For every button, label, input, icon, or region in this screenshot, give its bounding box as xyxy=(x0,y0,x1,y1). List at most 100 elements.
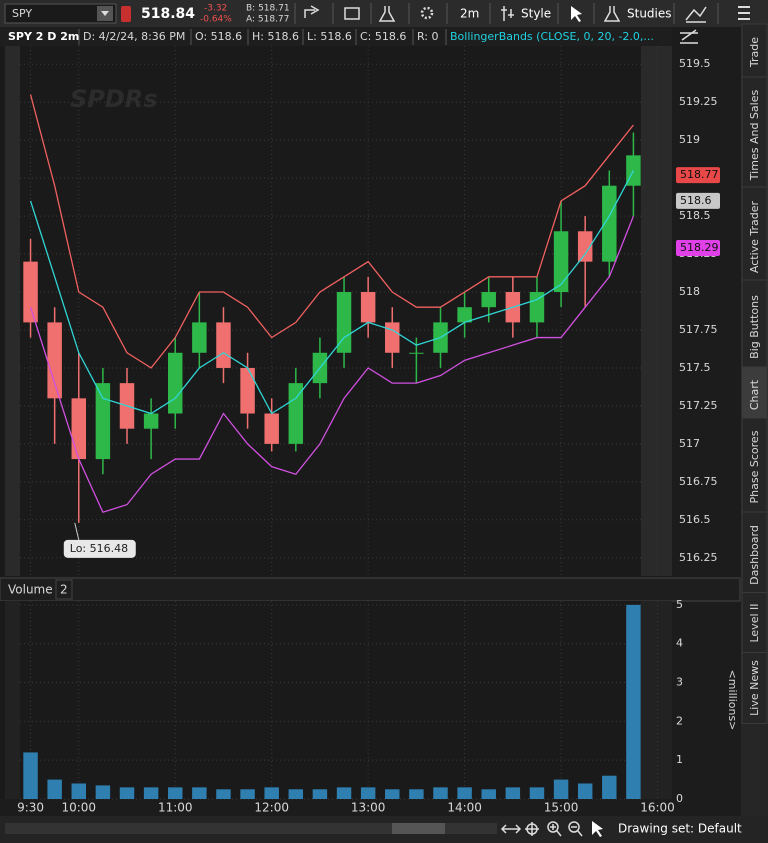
y-tick-label: 5 xyxy=(676,598,683,611)
y-tick-label: 1 xyxy=(676,753,683,766)
zoom-tools xyxy=(500,821,583,837)
volume-afterhours-shade xyxy=(641,601,672,799)
volume-bar xyxy=(143,787,159,799)
candle-body xyxy=(47,322,62,399)
side-tab-label: Times And Sales xyxy=(748,90,761,182)
symbol-box[interactable] xyxy=(4,3,117,24)
studies-button[interactable]: Studies xyxy=(627,7,672,21)
alert-icon[interactable] xyxy=(121,6,131,22)
share-icon[interactable] xyxy=(304,5,320,18)
cursor-icon[interactable] xyxy=(571,6,582,22)
last-price: 518.84 xyxy=(141,6,195,22)
y-tick-label: 519 xyxy=(679,133,700,146)
annotation-label: Lo: 516.48 xyxy=(70,542,128,555)
volume-bar xyxy=(119,787,135,799)
menu-icon[interactable] xyxy=(738,6,750,20)
interval[interactable]: 2m xyxy=(460,7,479,21)
candle-body xyxy=(481,292,496,308)
net-change-percent: -0.64% xyxy=(200,15,232,25)
candle-body xyxy=(143,413,159,429)
candle-body xyxy=(95,383,111,460)
scrollbar[interactable] xyxy=(5,823,497,834)
side-tab[interactable] xyxy=(741,23,768,81)
x-tick-label: 10:00 xyxy=(61,801,96,815)
side-tab-label: Active Trader xyxy=(748,200,761,273)
x-tick-label: 13:00 xyxy=(351,801,386,815)
volume-bar xyxy=(529,787,545,799)
volume-bar xyxy=(71,783,87,799)
drawing-set[interactable]: Drawing set: Default xyxy=(618,822,742,836)
symbol: SPY xyxy=(12,7,32,20)
candle-body xyxy=(577,231,593,262)
candle-body xyxy=(71,398,87,460)
candle-body xyxy=(385,322,400,353)
volume-bar xyxy=(216,789,231,799)
volume-bar xyxy=(264,787,279,799)
watermark: SPDRs xyxy=(70,85,158,113)
volume-bar xyxy=(505,787,521,799)
volume-bar xyxy=(409,789,424,799)
side-tab[interactable] xyxy=(741,652,768,724)
y-tick-label: 2 xyxy=(676,714,683,727)
side-tab-label: Live News xyxy=(748,660,761,716)
detach-icon[interactable] xyxy=(344,7,360,20)
style-icon xyxy=(501,6,514,21)
side-tab[interactable] xyxy=(741,76,768,194)
price-marker xyxy=(676,167,720,184)
y-tick-label: 3 xyxy=(676,676,683,689)
drawings-icon[interactable] xyxy=(685,6,707,23)
info-item: SPY 2 D 2m xyxy=(8,30,79,43)
volume-bar xyxy=(168,787,183,799)
panel-index-box xyxy=(55,579,73,600)
flask-icon[interactable] xyxy=(378,6,396,22)
info-item: BollingerBands (CLOSE, 0, 20, -2.0,... xyxy=(450,30,654,43)
scroll-thumb[interactable] xyxy=(392,823,445,834)
volume-bar xyxy=(385,789,400,799)
price-axis xyxy=(672,46,740,576)
toolbar-separators xyxy=(294,3,719,24)
info-item: D: 4/2/24, 8:36 PM xyxy=(83,30,185,43)
info-item: O: 518.6 xyxy=(195,30,242,43)
y-tick-label: 518 xyxy=(679,285,700,298)
volume-bar xyxy=(457,787,472,799)
y-tick-label: 517.75 xyxy=(679,323,718,336)
volume-bar xyxy=(577,783,593,799)
pointer-tool[interactable] xyxy=(592,821,603,837)
y-tick-label: 519.25 xyxy=(679,95,718,108)
side-tab[interactable] xyxy=(741,366,768,424)
side-tab-label: Chart xyxy=(748,379,761,410)
side-tab[interactable] xyxy=(741,279,768,375)
bollinger-band xyxy=(29,170,634,415)
candle-body xyxy=(553,231,569,293)
bid: B: 518.71 xyxy=(246,4,290,14)
volume-panel xyxy=(0,601,672,799)
volume-header xyxy=(0,577,741,602)
x-tick-label: 14:00 xyxy=(447,801,482,815)
candle-body xyxy=(457,307,472,323)
side-tab-label: Big Buttons xyxy=(748,295,761,359)
volume-axis-label: <millions> xyxy=(726,670,739,731)
candle-body xyxy=(336,292,352,353)
style-button[interactable]: Style xyxy=(521,7,551,21)
candle-body xyxy=(360,292,376,323)
y-tick-label: 518.5 xyxy=(679,209,711,222)
y-tick-label: 0 xyxy=(676,792,683,805)
info-item: C: 518.6 xyxy=(360,30,406,43)
y-tick-label: 516.25 xyxy=(679,551,718,564)
price-marker-label: 518.29 xyxy=(680,241,719,254)
candle-body xyxy=(192,322,207,353)
info-item: R: 0 xyxy=(417,30,439,43)
candle-body xyxy=(168,352,183,414)
y-tick-label: 4 xyxy=(676,637,683,650)
style-toggle[interactable] xyxy=(680,29,698,44)
info-bar xyxy=(0,27,672,46)
settings-icon[interactable] xyxy=(420,6,434,20)
dropdown-arrow xyxy=(101,11,109,16)
candle-body xyxy=(264,413,279,444)
x-tick-label: 11:00 xyxy=(158,801,193,815)
side-tab[interactable] xyxy=(741,186,768,288)
y-tick-label: 516.75 xyxy=(679,475,718,488)
price-marker-label: 518.6 xyxy=(680,194,712,207)
candle-body xyxy=(288,383,304,444)
